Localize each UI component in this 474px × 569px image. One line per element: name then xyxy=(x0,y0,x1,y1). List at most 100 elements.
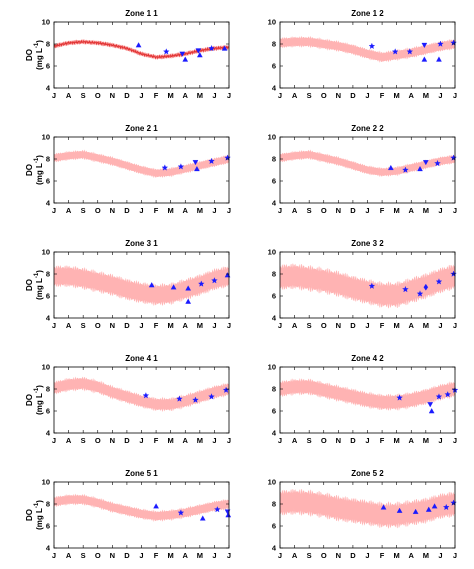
x-tick-label: J xyxy=(139,91,143,100)
observed-point xyxy=(425,506,432,512)
chart-title: Zone 2 1 xyxy=(125,124,158,133)
x-tick-label: J xyxy=(52,91,56,100)
observed-point xyxy=(161,164,169,171)
observed-point xyxy=(416,290,424,297)
x-tick-label: F xyxy=(154,551,159,560)
y-tick-label: 10 xyxy=(268,248,276,257)
x-tick-label: J xyxy=(212,206,216,215)
x-tick-label: J xyxy=(212,551,216,560)
observed-point xyxy=(406,48,414,55)
y-tick-label: 6 xyxy=(272,292,276,301)
x-tick-label: M xyxy=(168,206,174,215)
observed-point xyxy=(436,56,442,62)
x-tick-label: A xyxy=(409,91,415,100)
chart-title: Zone 3 1 xyxy=(125,239,158,248)
y-tick-label: 8 xyxy=(46,500,50,509)
x-tick-label: M xyxy=(394,551,400,560)
x-tick-label: J xyxy=(278,91,282,100)
x-tick-label: A xyxy=(183,551,189,560)
x-tick-label: J xyxy=(139,206,143,215)
observed-point xyxy=(435,278,443,285)
observed-point xyxy=(221,45,228,51)
x-tick-label: D xyxy=(124,91,130,100)
observed-point xyxy=(163,48,170,55)
x-tick-label: N xyxy=(110,436,115,445)
y-axis-unit-exponent: -1 xyxy=(34,272,40,278)
y-axis-unit-close: ) xyxy=(35,385,44,388)
observed-point xyxy=(177,163,185,170)
y-tick-label: 6 xyxy=(46,407,50,416)
x-tick-label: M xyxy=(197,551,203,560)
observed-point xyxy=(402,166,409,173)
x-tick-label: M xyxy=(394,91,400,100)
y-tick-label: 6 xyxy=(46,292,50,301)
y-tick-label: 4 xyxy=(272,544,277,553)
x-tick-label: J xyxy=(227,551,231,560)
model-band xyxy=(54,493,229,522)
x-tick-label: J xyxy=(453,206,457,215)
x-tick-label: A xyxy=(66,321,72,330)
chart-title: Zone 4 1 xyxy=(125,354,158,363)
model-band xyxy=(280,489,455,529)
y-tick-label: 10 xyxy=(42,248,50,257)
x-tick-label: A xyxy=(66,551,72,560)
y-tick-label: 10 xyxy=(42,18,50,27)
x-tick-label: A xyxy=(183,206,189,215)
y-axis-label: DO xyxy=(25,509,34,521)
observed-point xyxy=(208,44,215,52)
observed-point xyxy=(444,391,451,398)
y-tick-label: 8 xyxy=(46,270,50,279)
x-tick-label: S xyxy=(307,321,312,330)
observed-point xyxy=(421,56,428,62)
y-axis-unit-base: (mg L xyxy=(35,508,44,530)
observed-point xyxy=(185,298,192,304)
x-tick-label: A xyxy=(292,551,298,560)
observed-point xyxy=(421,42,428,49)
x-tick-label: N xyxy=(336,206,341,215)
y-axis-unit-exponent: -1 xyxy=(34,42,40,48)
observed-point xyxy=(199,515,206,521)
observed-point xyxy=(196,52,203,58)
y-axis-unit-base: (mg L xyxy=(35,163,44,185)
x-tick-label: J xyxy=(278,321,282,330)
x-tick-label: D xyxy=(350,551,356,560)
y-tick-label: 8 xyxy=(46,385,50,394)
x-tick-label: J xyxy=(453,91,457,100)
observed-point xyxy=(396,394,403,401)
y-axis-unit-base: (mg L xyxy=(35,393,44,415)
y-tick-label: 4 xyxy=(272,199,277,208)
model-band xyxy=(280,263,455,309)
x-tick-label: A xyxy=(409,321,415,330)
y-tick-label: 4 xyxy=(46,429,51,438)
x-tick-label: M xyxy=(423,91,429,100)
y-tick-label: 6 xyxy=(46,522,50,531)
x-tick-label: J xyxy=(278,206,282,215)
observed-point xyxy=(402,286,409,293)
x-tick-label: M xyxy=(168,321,174,330)
x-tick-label: M xyxy=(168,551,174,560)
observed-point xyxy=(192,160,199,166)
x-tick-label: S xyxy=(307,206,312,215)
x-tick-label: M xyxy=(197,321,203,330)
x-tick-label: J xyxy=(227,91,231,100)
x-tick-label: M xyxy=(394,206,400,215)
x-tick-label: S xyxy=(81,321,86,330)
x-tick-label: J xyxy=(365,551,369,560)
observed-point xyxy=(368,42,376,49)
y-tick-label: 8 xyxy=(272,270,276,279)
y-axis-unit-exponent: -1 xyxy=(34,157,40,163)
x-tick-label: M xyxy=(423,436,429,445)
observed-point xyxy=(427,402,434,408)
observed-point xyxy=(225,512,232,518)
observed-point xyxy=(182,56,189,62)
y-tick-label: 4 xyxy=(46,199,51,208)
observed-point xyxy=(208,393,215,400)
chart-title: Zone 1 2 xyxy=(351,9,384,18)
x-tick-label: F xyxy=(380,206,385,215)
y-tick-label: 10 xyxy=(42,363,50,372)
observed-point xyxy=(192,396,199,403)
